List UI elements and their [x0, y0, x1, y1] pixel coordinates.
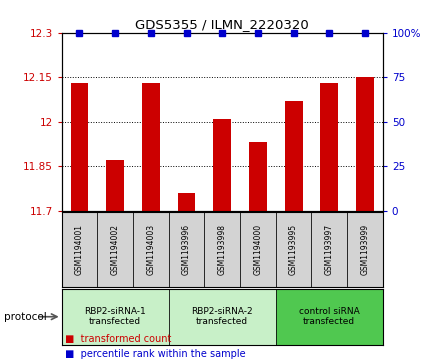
Text: GSM1194002: GSM1194002 — [110, 224, 120, 275]
Text: RBP2-siRNA-2
transfected: RBP2-siRNA-2 transfected — [191, 307, 253, 326]
Text: ■  transformed count: ■ transformed count — [62, 334, 171, 344]
Bar — [178, 193, 195, 211]
Bar — [204, 212, 240, 287]
Text: protocol: protocol — [4, 312, 47, 322]
Text: GSM1193995: GSM1193995 — [289, 224, 298, 275]
Bar — [62, 289, 169, 345]
Bar — [312, 212, 347, 287]
Bar — [240, 212, 276, 287]
Text: RBP2-siRNA-1
transfected: RBP2-siRNA-1 transfected — [84, 307, 146, 326]
Bar — [62, 212, 97, 287]
Bar — [276, 212, 312, 287]
Bar — [169, 289, 276, 345]
Bar — [347, 212, 383, 287]
Text: GSM1193999: GSM1193999 — [360, 224, 370, 275]
Text: GSM1194003: GSM1194003 — [147, 224, 155, 275]
Text: ■  percentile rank within the sample: ■ percentile rank within the sample — [62, 349, 245, 359]
Title: GDS5355 / ILMN_2220320: GDS5355 / ILMN_2220320 — [136, 19, 309, 32]
Bar — [249, 142, 267, 211]
Bar — [276, 289, 383, 345]
Bar — [70, 83, 88, 211]
Bar — [320, 83, 338, 211]
Bar — [213, 119, 231, 211]
Bar — [285, 101, 303, 211]
Bar — [356, 77, 374, 211]
Text: GSM1194000: GSM1194000 — [253, 224, 262, 275]
Bar — [142, 83, 160, 211]
Text: GSM1193998: GSM1193998 — [218, 224, 227, 275]
Bar — [97, 212, 133, 287]
Text: GSM1193997: GSM1193997 — [325, 224, 334, 275]
Text: GSM1193996: GSM1193996 — [182, 224, 191, 275]
Bar — [169, 212, 204, 287]
Text: GSM1194001: GSM1194001 — [75, 224, 84, 275]
Bar — [133, 212, 169, 287]
Bar — [106, 160, 124, 211]
Text: control siRNA
transfected: control siRNA transfected — [299, 307, 359, 326]
